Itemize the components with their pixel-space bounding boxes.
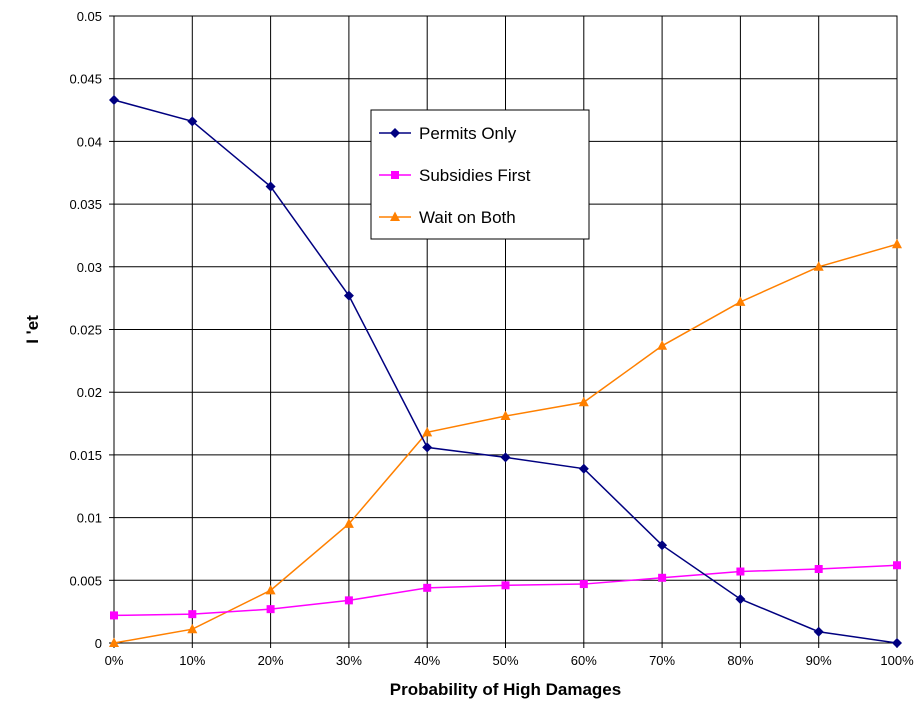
data-point-permits-only xyxy=(657,540,668,551)
x-axis-title: Probability of High Damages xyxy=(390,680,621,699)
y-tick-label: 0.035 xyxy=(69,197,102,212)
data-point-wait-on-both xyxy=(578,396,589,407)
y-tick-label: 0.015 xyxy=(69,448,102,463)
x-tick-label: 40% xyxy=(414,653,440,668)
y-tick-label: 0.05 xyxy=(77,9,102,24)
data-point-permits-only xyxy=(422,442,433,453)
x-tick-label: 70% xyxy=(649,653,675,668)
data-point-subsidies-first xyxy=(658,573,667,582)
series-subsidies-first xyxy=(110,561,901,620)
x-tick-label: 20% xyxy=(258,653,284,668)
data-point-permits-only xyxy=(265,181,276,192)
x-tick-label: 0% xyxy=(105,653,124,668)
data-point-permits-only xyxy=(343,290,354,301)
data-point-wait-on-both xyxy=(813,261,824,271)
x-axis-ticks: 0% 10% 20% 30% 40% 50% 60% 70% 80% 90% 100% xyxy=(105,643,914,668)
series-group xyxy=(109,95,902,648)
legend: Permits Only Subsidies First Wait on Both xyxy=(370,109,590,240)
data-point-subsidies-first xyxy=(344,596,353,605)
data-point-permits-only xyxy=(735,594,746,605)
y-axis-title: I 'et xyxy=(23,315,42,344)
data-point-wait-on-both xyxy=(422,426,433,437)
data-point-permits-only xyxy=(187,116,198,127)
data-point-wait-on-both xyxy=(500,410,511,421)
legend-marker xyxy=(391,171,399,179)
y-tick-label: 0.01 xyxy=(77,511,102,526)
data-point-subsidies-first xyxy=(266,605,275,614)
data-point-permits-only xyxy=(109,95,119,106)
data-point-subsidies-first xyxy=(736,567,745,576)
data-point-wait-on-both xyxy=(187,623,198,634)
data-point-permits-only xyxy=(813,626,824,637)
series-permits-only xyxy=(109,95,902,648)
y-tick-label: 0.04 xyxy=(77,134,102,149)
data-point-subsidies-first xyxy=(893,561,901,570)
y-axis-ticks: 0 0.005 0.01 0.015 0.02 0.025 0.03 0.035 0.04 0.0… xyxy=(69,9,114,651)
data-point-subsidies-first xyxy=(188,610,197,619)
y-tick-label: 0.03 xyxy=(77,260,102,275)
data-point-permits-only xyxy=(578,463,589,474)
data-point-wait-on-both xyxy=(265,584,276,595)
y-tick-label: 0.005 xyxy=(69,573,102,588)
x-tick-label: 90% xyxy=(806,653,832,668)
data-point-wait-on-both xyxy=(892,238,902,249)
x-tick-label: 30% xyxy=(336,653,362,668)
legend-label: Permits Only xyxy=(419,124,517,143)
data-point-subsidies-first xyxy=(814,565,823,574)
x-tick-label: 10% xyxy=(179,653,205,668)
legend-marker xyxy=(390,128,400,138)
y-tick-label: 0.02 xyxy=(77,385,102,400)
data-point-subsidies-first xyxy=(423,583,432,592)
data-point-wait-on-both xyxy=(109,637,119,647)
y-tick-label: 0.025 xyxy=(69,323,102,338)
data-point-wait-on-both xyxy=(735,296,746,306)
legend-item-subsidies-first: Subsidies First xyxy=(379,166,531,185)
data-point-permits-only xyxy=(500,452,511,463)
data-point-subsidies-first xyxy=(579,580,588,589)
legend-item-permits-only: Permits Only xyxy=(379,124,517,143)
data-point-wait-on-both xyxy=(657,340,668,350)
legend-item-wait-on-both: Wait on Both xyxy=(379,208,516,227)
data-point-wait-on-both xyxy=(343,518,354,528)
legend-marker xyxy=(390,211,400,221)
x-tick-label: 100% xyxy=(880,653,914,668)
legend-label: Wait on Both xyxy=(419,208,516,227)
data-point-permits-only xyxy=(892,638,902,648)
x-tick-label: 80% xyxy=(727,653,753,668)
x-tick-label: 50% xyxy=(492,653,518,668)
legend-label: Subsidies First xyxy=(419,166,531,185)
data-point-subsidies-first xyxy=(501,581,510,590)
y-tick-label: 0.045 xyxy=(69,72,102,87)
x-tick-label: 60% xyxy=(571,653,597,668)
data-point-subsidies-first xyxy=(110,611,118,620)
series-wait-on-both xyxy=(109,238,902,647)
y-tick-label: 0 xyxy=(95,636,102,651)
